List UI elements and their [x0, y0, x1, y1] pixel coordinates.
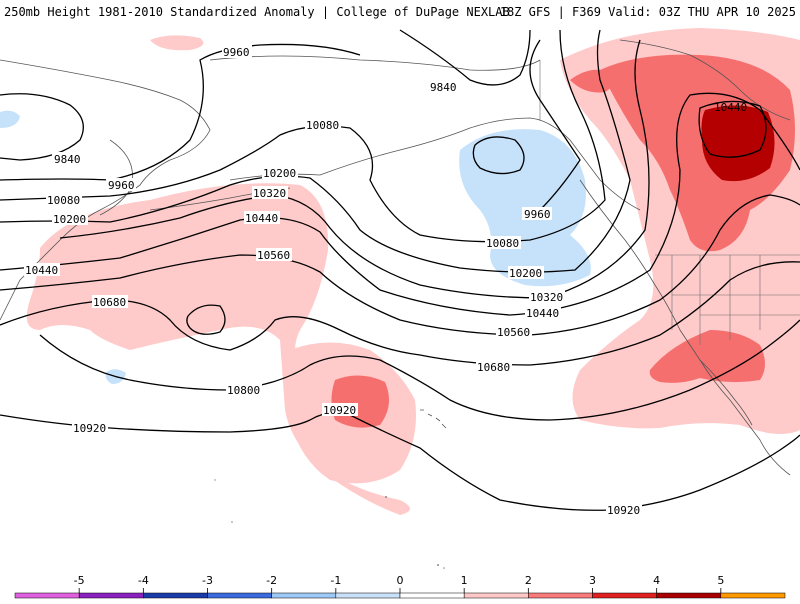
contour-label: 10440 — [526, 307, 559, 320]
colorbar-blocks — [14, 592, 786, 599]
colorbar-tick-label: -2 — [266, 574, 277, 587]
pos2-region — [649, 330, 765, 383]
colorbar-block — [335, 592, 401, 599]
contour-label: 10080 — [47, 194, 80, 207]
colorbar-block — [720, 592, 786, 599]
contour-label: 10440 — [245, 212, 278, 225]
colorbar-tick-label: 4 — [653, 574, 660, 587]
contour-10320 — [59, 39, 650, 299]
contour-label: 10680 — [93, 296, 126, 309]
colorbar-block — [656, 592, 722, 599]
contour-label: 9960 — [223, 46, 250, 59]
run-valid-time: 18Z GFS | F369 Valid: 03Z THU APR 10 202… — [499, 5, 796, 19]
pos1-region — [26, 183, 411, 515]
state-borders — [539, 60, 800, 345]
contour-10920 — [0, 411, 800, 511]
colorbar-tick-label: 3 — [589, 574, 596, 587]
colorbar-ticks: -5 -4 -3 -2 -1 0 1 2 3 4 5 — [74, 574, 724, 593]
pos1-region — [150, 35, 204, 51]
contour-label: 10800 — [227, 384, 260, 397]
colorbar-tick-label: -4 — [138, 574, 149, 587]
colorbar-tick-label: -1 — [330, 574, 341, 587]
contour-10440-closed — [698, 100, 767, 158]
height-contours — [0, 29, 800, 511]
coastlines — [0, 39, 791, 476]
coast-alaska-north — [209, 55, 541, 71]
coast-siberia — [0, 59, 211, 321]
contour-label: 10200 — [509, 267, 542, 280]
contour-label: 10440 — [25, 264, 58, 277]
contour-label: 10560 — [257, 249, 290, 262]
contour-label: 10080 — [306, 119, 339, 132]
colorbar-block — [271, 592, 337, 599]
neg1-region — [0, 110, 20, 128]
contour-label: 9840 — [54, 153, 81, 166]
anomaly-map: 9960 9840 9840 9960 10080 10080 10200 10… — [0, 28, 800, 569]
contour-10680-closed — [186, 304, 226, 335]
hawaii-islands — [420, 409, 447, 429]
colorbar-tick-label: 5 — [717, 574, 724, 587]
contour-label: 9840 — [430, 81, 457, 94]
contour-9960-east — [472, 39, 581, 211]
contour-label: 10920 — [323, 404, 356, 417]
contour-label: 10920 — [73, 422, 106, 435]
colorbar-block — [463, 592, 529, 599]
coast-baja — [699, 359, 753, 426]
contour-10200 — [0, 29, 631, 273]
anomaly-shading — [0, 28, 800, 515]
colorbar: -5 -4 -3 -2 -1 0 1 2 3 4 5 — [0, 570, 800, 600]
contour-9840-east — [399, 29, 531, 86]
colorbar-block — [399, 592, 465, 599]
map-panel: 9960 9840 9840 9960 10080 10080 10200 10… — [0, 22, 800, 570]
contour-label: 10560 — [497, 326, 530, 339]
header: 250mb Height 1981-2010 Standardized Anom… — [0, 0, 800, 22]
contour-labels: 9960 9840 9840 9960 10080 10080 10200 10… — [24, 45, 747, 517]
contour-10080 — [0, 29, 606, 243]
contour-label: 10320 — [530, 291, 563, 304]
colorbar-block — [14, 592, 80, 599]
contour-10440 — [0, 92, 800, 316]
colorbar-block — [592, 592, 657, 599]
colorbar-tick-label: 2 — [525, 574, 532, 587]
colorbar-svg: -5 -4 -3 -2 -1 0 1 2 3 4 5 — [14, 574, 786, 599]
contour-label: 10200 — [53, 213, 86, 226]
contour-10800 — [39, 319, 800, 421]
state-line — [671, 255, 800, 345]
colorbar-tick-label: 0 — [397, 574, 404, 587]
contour-9960-west — [0, 43, 361, 181]
contour-label: 10320 — [253, 187, 286, 200]
contour-label: 9960 — [108, 179, 135, 192]
contour-label: 10920 — [607, 504, 640, 517]
map-title: 250mb Height 1981-2010 Standardized Anom… — [4, 5, 510, 19]
colorbar-tick-label: -5 — [74, 574, 85, 587]
contour-label: 10200 — [263, 167, 296, 180]
colorbar-block — [528, 592, 593, 599]
contour-label: 10440 — [714, 101, 747, 114]
contour-label: 10080 — [486, 237, 519, 250]
colorbar-tick-label: 1 — [461, 574, 468, 587]
contour-10560 — [0, 194, 800, 336]
contour-10680 — [0, 261, 800, 366]
contour-label: 10680 — [477, 361, 510, 374]
colorbar-tick-label: -3 — [202, 574, 213, 587]
island-specks — [214, 479, 445, 569]
colorbar-block — [78, 592, 144, 599]
colorbar-block — [207, 592, 272, 599]
colorbar-block — [143, 592, 208, 599]
coast-bc — [579, 179, 791, 476]
contour-label: 9960 — [524, 208, 551, 221]
pos2-region — [600, 54, 795, 252]
pos3-region — [701, 105, 775, 182]
coast-alaska-south — [229, 117, 641, 211]
contour-9840-west — [0, 93, 84, 161]
coast-hudson — [619, 39, 791, 121]
